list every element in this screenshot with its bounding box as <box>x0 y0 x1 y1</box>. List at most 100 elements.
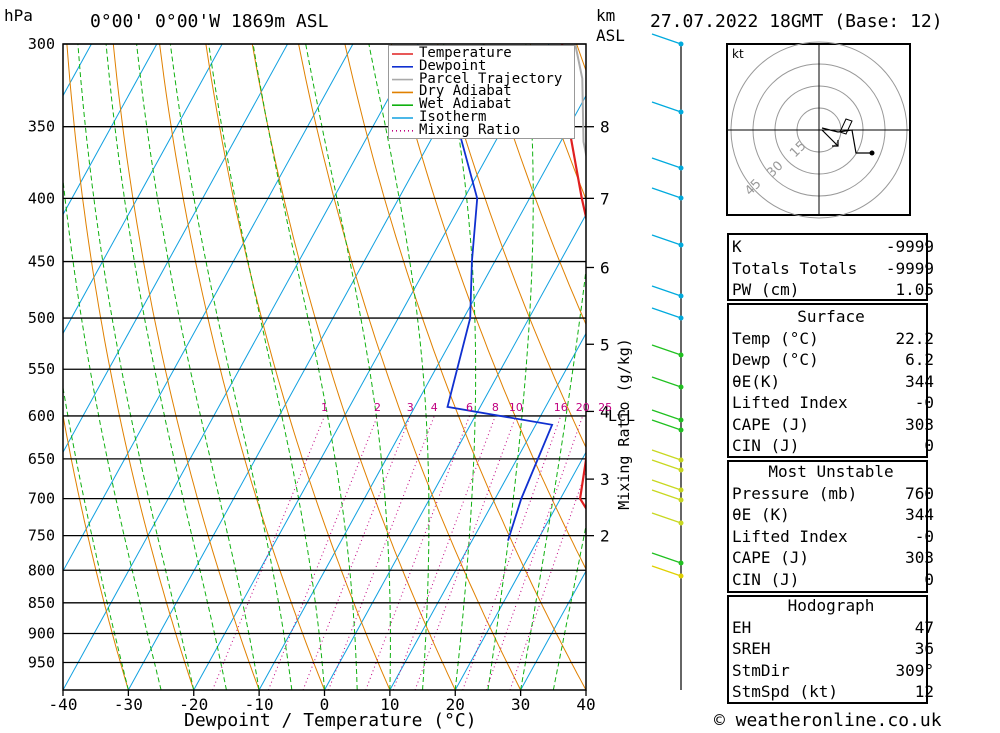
storm-vector-arrow <box>821 129 839 147</box>
dry-adiabat-line <box>205 44 391 690</box>
index-label: CIN (J) <box>732 436 800 455</box>
wind-barb <box>651 187 682 199</box>
wind-barb-dot <box>678 41 684 47</box>
index-row: CAPE (J) 303 <box>728 547 934 569</box>
location-title: 0°00' 0°00'W 1869m ASL <box>90 11 329 32</box>
index-row: Totals Totals -9999 <box>728 258 934 280</box>
index-label: Pressure (mb) <box>732 483 858 503</box>
pressure-tick-label: 550 <box>28 360 55 378</box>
wet-adiabat-line <box>585 687 586 690</box>
hpa-label: hPa <box>4 6 33 25</box>
height-tick-label: 3 <box>600 470 610 489</box>
index-value: 344 <box>905 371 934 391</box>
wind-barb-dot <box>678 487 684 493</box>
wind-barb <box>651 234 682 246</box>
index-value: 47 <box>914 617 934 637</box>
x-tick-label: 20 <box>446 695 465 714</box>
mixing-ratio-line <box>509 469 586 690</box>
isotherm-line <box>63 44 158 216</box>
legend-entry: Temperature <box>419 45 512 61</box>
index-label: StmSpd (kt) <box>732 682 838 701</box>
wind-barb <box>651 376 682 388</box>
wind-barb <box>651 101 682 113</box>
x-tick-label: -40 <box>49 695 78 714</box>
index-value: -0 <box>914 526 934 546</box>
dry-adiabat-line <box>437 44 586 449</box>
wind-barb <box>651 285 682 297</box>
wind-barb-dot <box>678 315 684 321</box>
mixing-ratio-label: 6 <box>466 401 473 414</box>
index-label: Temp (°C) <box>732 328 819 348</box>
index-value: 1.05 <box>895 280 934 299</box>
wet-adiabat-line <box>63 175 162 690</box>
dry-adiabat-line <box>298 44 522 690</box>
isotherm-line <box>454 451 586 690</box>
index-value: 309° <box>895 660 934 680</box>
index-value: 303 <box>905 414 934 434</box>
index-label: Lifted Index <box>732 393 848 412</box>
x-tick-label: -20 <box>179 695 208 714</box>
km-label: km <box>596 6 616 25</box>
wind-barb-dot <box>678 293 684 299</box>
isotherm-line <box>63 44 419 690</box>
mixing-ratio-line <box>392 415 496 690</box>
pressure-tick-label: 600 <box>28 407 55 425</box>
temperature-profile <box>561 44 586 511</box>
isotherm-line <box>324 213 586 690</box>
pressure-tick-label: 650 <box>28 450 55 468</box>
dry-adiabat-line <box>483 44 586 326</box>
height-tick-label: 8 <box>600 118 610 137</box>
legend-entry: Isotherm <box>419 109 487 125</box>
index-label: Lifted Index <box>732 526 848 546</box>
legend-entry: Parcel Trajectory <box>419 70 563 87</box>
height-tick-label: 7 <box>600 189 610 208</box>
dry-adiabat-line <box>251 44 456 690</box>
section-title: Hodograph <box>787 596 875 615</box>
pressure-tick-label: 750 <box>28 527 55 545</box>
index-row: CIN (J) 0 <box>728 569 934 591</box>
wind-barb <box>651 409 682 421</box>
wind-barb-dot <box>678 467 684 473</box>
index-value: 12 <box>914 682 934 701</box>
parcel-trajectory-profile <box>574 44 586 160</box>
wind-barb-dot <box>678 497 684 503</box>
wet-adiabat-line <box>305 44 391 690</box>
mixing-ratio-line <box>267 415 378 690</box>
pressure-tick-label: 300 <box>28 35 55 53</box>
height-tick-label: 2 <box>600 527 610 546</box>
wind-barb-dot <box>678 573 684 579</box>
mixing-ratio-label: 20 <box>576 401 590 414</box>
surface-box <box>727 303 928 458</box>
index-value: 303 <box>905 548 934 567</box>
height-tick-label: 4 <box>600 402 610 421</box>
mixing-ratio-line <box>328 415 435 690</box>
isotherm-line <box>127 44 485 690</box>
legend: Temperature Dewpoint Parcel Trajectory Dry … <box>388 45 575 139</box>
wind-barb-dot <box>678 165 684 171</box>
wind-barb <box>651 344 682 356</box>
wind-barb-dot <box>678 352 684 358</box>
index-label: StmDir <box>732 660 790 680</box>
lcl-label: LCL <box>608 407 636 425</box>
legend-entry: Wet Adiabat <box>419 96 512 113</box>
hodograph-indices-table: Hodograph EH 47 SREH 36 StmDir 309° StmSpd (kt)… <box>728 595 934 703</box>
wind-barb <box>651 479 682 491</box>
index-value: 760 <box>905 483 934 503</box>
asl-label: ASL <box>596 26 625 45</box>
legend-entry: Mixing Ratio <box>419 121 521 138</box>
wet-adiabat-line <box>443 44 477 690</box>
legend-entry: Dewpoint <box>419 57 487 74</box>
index-label: θE(K) <box>732 371 781 391</box>
hodograph-box <box>727 595 928 704</box>
x-axis-label: Dewpoint / Temperature (°C) <box>184 710 477 731</box>
wet-adiabat-line <box>63 384 129 690</box>
pressure-tick-label: 850 <box>28 594 55 612</box>
wind-barb <box>651 307 682 319</box>
index-value: -9999 <box>885 237 934 256</box>
wind-barb <box>651 459 682 471</box>
wind-barb <box>651 419 682 431</box>
height-tick-label: 6 <box>600 258 610 277</box>
isotherm-line <box>0 44 26 690</box>
legend-entry: Dry Adiabat <box>419 83 512 100</box>
pressure-tick-label: 900 <box>28 624 55 642</box>
